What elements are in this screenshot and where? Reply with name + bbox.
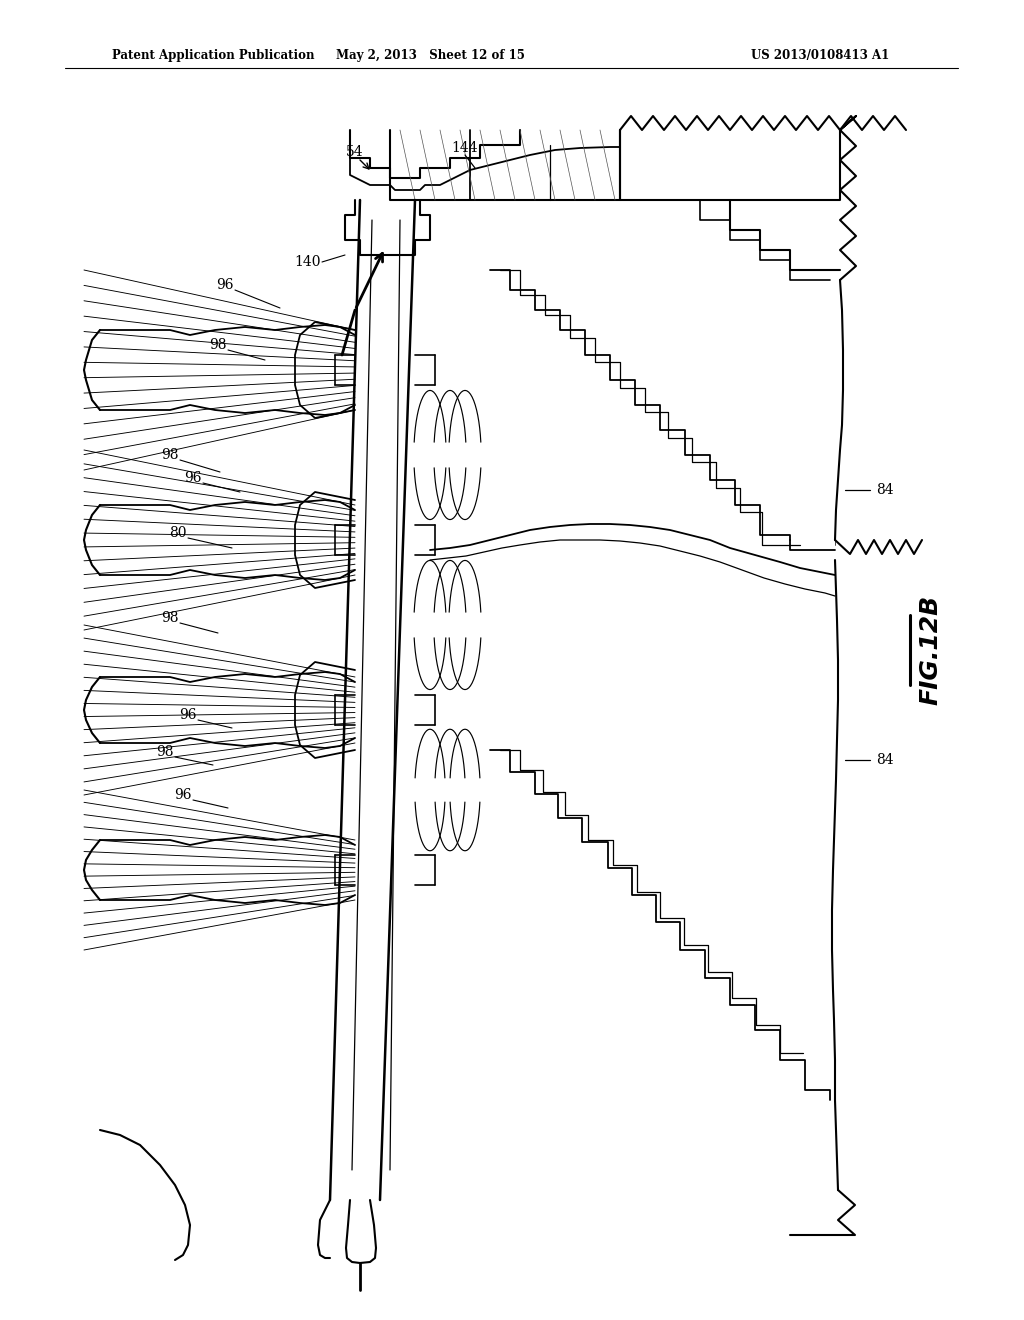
Text: May 2, 2013   Sheet 12 of 15: May 2, 2013 Sheet 12 of 15 <box>336 49 524 62</box>
Text: Patent Application Publication: Patent Application Publication <box>112 49 314 62</box>
Text: 80: 80 <box>169 525 186 540</box>
Text: 84: 84 <box>877 752 894 767</box>
Text: 96: 96 <box>179 708 197 722</box>
Text: 96: 96 <box>184 471 202 484</box>
Text: FIG.12B: FIG.12B <box>918 595 942 705</box>
Text: 54: 54 <box>346 145 364 158</box>
Text: 98: 98 <box>161 611 179 624</box>
Text: 84: 84 <box>877 483 894 498</box>
Text: 98: 98 <box>157 744 174 759</box>
Text: 96: 96 <box>216 279 233 292</box>
Text: 140: 140 <box>295 255 322 269</box>
Text: 98: 98 <box>161 447 179 462</box>
Text: US 2013/0108413 A1: US 2013/0108413 A1 <box>751 49 889 62</box>
Text: 144: 144 <box>452 141 478 154</box>
Text: 96: 96 <box>174 788 191 803</box>
Text: 98: 98 <box>209 338 226 352</box>
